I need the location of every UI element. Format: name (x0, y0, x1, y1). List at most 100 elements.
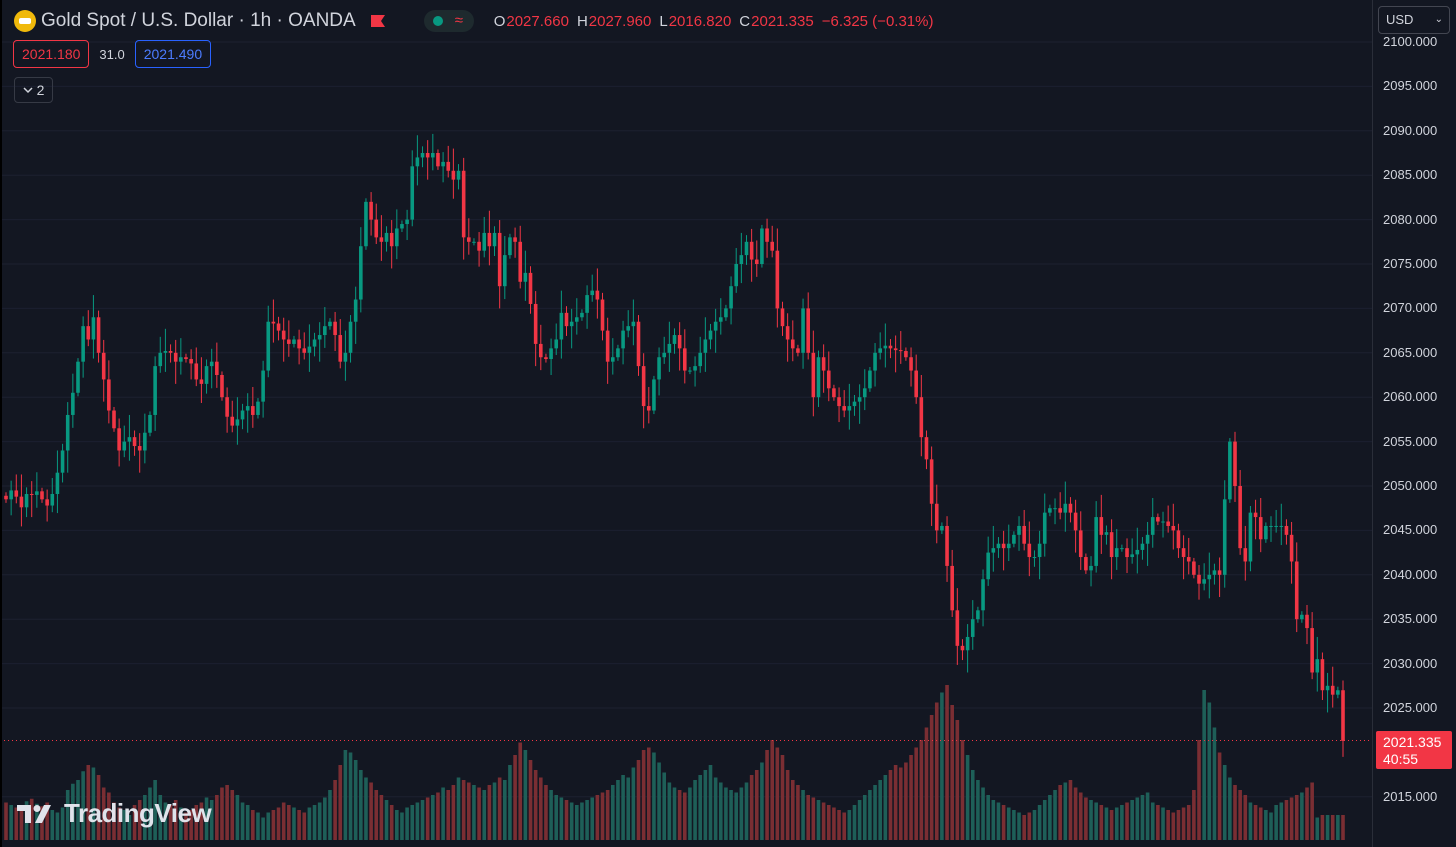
candle-body (420, 153, 425, 158)
chart-left-border (0, 0, 2, 847)
candle-body (297, 339, 301, 349)
candle-body (934, 503, 939, 531)
candle-body (878, 348, 882, 353)
candle-body (19, 496, 24, 508)
volume-bar (991, 800, 996, 840)
candle-body (590, 290, 595, 296)
gold-coin-icon (14, 10, 36, 32)
volume-bar (924, 727, 929, 840)
volume-bar (1222, 765, 1227, 840)
candle-body (276, 323, 281, 331)
volume-bar (281, 802, 286, 840)
candle-body (307, 346, 312, 353)
candle-body (163, 351, 168, 353)
volume-bar (497, 777, 502, 840)
candle-body (199, 379, 204, 384)
candle-body (574, 317, 579, 322)
candle-body (122, 441, 127, 451)
currency-selector[interactable]: USD ⌄ (1378, 6, 1450, 34)
candle-body (734, 264, 739, 287)
candle-body (1233, 441, 1237, 486)
candle-body (1253, 512, 1258, 518)
candle-body (523, 272, 528, 282)
volume-bar (55, 812, 60, 840)
volume-bar (173, 800, 178, 840)
volume-bar (369, 782, 373, 840)
price-axis[interactable]: USD ⌄ 2100.000 2095.000 2090.000 2085.000 20… (1372, 0, 1456, 847)
chart-area[interactable]: Gold Spot / U.S. Dollar · 1h · OANDA ≈ O… (0, 0, 1372, 847)
candle-body (184, 357, 188, 360)
flag-icon[interactable] (370, 14, 386, 28)
volume-bar (220, 787, 224, 840)
volume-bar (862, 795, 867, 840)
volume-bar (1279, 802, 1284, 840)
candle-body (904, 351, 908, 358)
candle-body (569, 321, 574, 327)
volume-bar (338, 765, 343, 840)
candle-body (765, 228, 769, 242)
price-chart[interactable] (0, 0, 1372, 847)
candle-body (739, 255, 744, 264)
volume-bar (50, 810, 55, 840)
candle-body (204, 366, 209, 384)
symbol-exchange[interactable]: OANDA (288, 10, 356, 31)
candle-body (852, 401, 857, 407)
tradingview-watermark[interactable]: TradingView (16, 798, 212, 829)
market-status-pill[interactable]: ≈ (423, 10, 474, 32)
volume-bar (1294, 795, 1299, 840)
candle-body (379, 237, 384, 242)
volume-bar (204, 797, 209, 840)
candle-body (60, 450, 65, 473)
candle-body (1336, 690, 1340, 695)
volume-bar (1264, 810, 1268, 840)
candle-body (1140, 543, 1145, 550)
volume-bar (811, 797, 816, 840)
volume-bar (904, 762, 908, 840)
symbol-interval[interactable]: 1h (250, 10, 272, 31)
volume-bar (1330, 815, 1335, 840)
volume-bar (616, 780, 620, 840)
volume-bar (168, 805, 173, 840)
candle-body (1217, 570, 1222, 575)
sell-bid-button[interactable]: 2021.180 (13, 40, 90, 68)
candle-body (1222, 499, 1227, 575)
chevron-down-icon (23, 87, 33, 94)
symbol-legend[interactable]: Gold Spot / U.S. Dollar · 1h · OANDA ≈ O… (14, 8, 941, 34)
candle-body (71, 392, 75, 415)
volume-bar (297, 810, 301, 840)
volume-bar (1006, 807, 1011, 840)
volume-bar (1238, 790, 1242, 840)
close-label: C (739, 12, 751, 30)
candlesticks (4, 133, 1345, 757)
volume-bar (40, 806, 44, 840)
volume-bar (682, 792, 687, 840)
volume-bar (153, 780, 157, 840)
candle-body (415, 157, 420, 167)
volume-bar (1022, 815, 1026, 840)
last-price-tag: 2021.335 40:55 (1376, 730, 1452, 769)
candle-body (703, 339, 708, 353)
volume-bar (266, 812, 271, 840)
price-axis-label: 2015.000 (1383, 788, 1438, 804)
volume-bar (456, 777, 461, 840)
volume-bar (1289, 797, 1294, 840)
volume-bar (45, 802, 49, 840)
indicators-toggle-button[interactable]: 2 (14, 77, 53, 103)
volume-bar (976, 780, 980, 840)
candle-body (209, 361, 214, 367)
volume-bar (420, 800, 425, 840)
watermark-text: TradingView (64, 798, 212, 828)
volume-bar (323, 797, 327, 840)
price-axis-label: 2075.000 (1383, 256, 1438, 271)
volume-bar (826, 805, 831, 840)
candle-body (343, 352, 348, 362)
buy-ask-button[interactable]: 2021.490 (134, 40, 212, 68)
symbol-name[interactable]: Gold Spot / U.S. Dollar (41, 10, 234, 31)
candle-body (796, 348, 800, 353)
volume-bar (662, 772, 667, 840)
candle-body (14, 490, 19, 497)
candle-body (1294, 561, 1299, 620)
candle-body (754, 259, 759, 264)
candle-body (1274, 525, 1278, 527)
price-axis-label: 2025.000 (1383, 700, 1438, 715)
